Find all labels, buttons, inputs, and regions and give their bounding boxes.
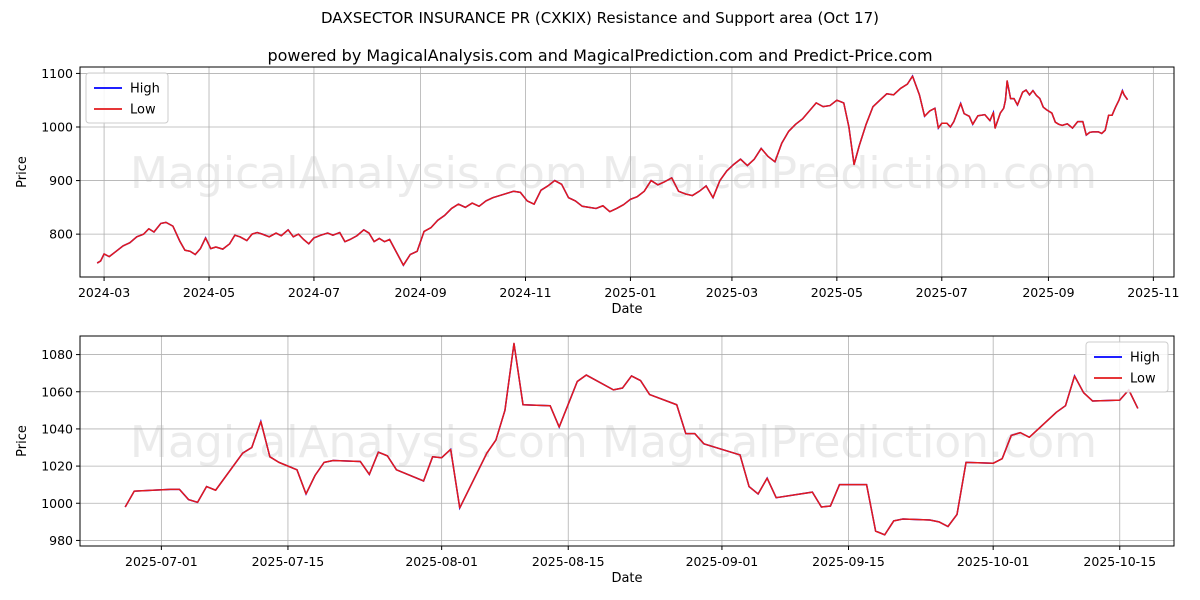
x-tick-label: 2025-09 xyxy=(1022,285,1074,300)
y-tick-label: 1060 xyxy=(41,384,73,399)
series-line-low xyxy=(96,75,1129,266)
y-tick-label: 1040 xyxy=(41,421,73,436)
plot-frame xyxy=(79,335,1175,547)
y-tick-label: 1100 xyxy=(41,66,73,81)
x-axis-label: Date xyxy=(611,302,642,317)
y-tick-label: 900 xyxy=(49,173,73,188)
x-tick-label: 2025-05 xyxy=(811,285,863,300)
x-tick-label: 2025-07 xyxy=(916,285,968,300)
watermark-text: MagicalAnalysis.com xyxy=(130,148,588,199)
y-tick-label: 980 xyxy=(49,533,73,548)
x-tick-label: 2024-11 xyxy=(499,285,551,300)
legend: High Low xyxy=(85,72,169,124)
x-tick-label: 2025-08-15 xyxy=(532,554,605,569)
y-tick-label: 1080 xyxy=(41,347,73,362)
x-tick-label: 2025-09-01 xyxy=(686,554,759,569)
x-tick-label: 2024-05 xyxy=(183,285,235,300)
x-tick-label: 2025-07-01 xyxy=(125,554,198,569)
y-axis-label: Price xyxy=(15,425,30,457)
legend: High Low xyxy=(1085,341,1169,393)
chart-subtitle: powered by MagicalAnalysis.com and Magic… xyxy=(267,46,933,65)
x-tick-label: 2024-07 xyxy=(288,285,340,300)
plot-frame xyxy=(79,66,1175,278)
chart-title: DAXSECTOR INSURANCE PR (CXKIX) Resistanc… xyxy=(321,9,879,27)
x-tick-label: 2025-01 xyxy=(604,285,656,300)
y-tick-label: 1020 xyxy=(41,459,73,474)
y-tick-label: 800 xyxy=(49,227,73,242)
y-tick-label: 1000 xyxy=(41,120,73,135)
series-line-low xyxy=(124,342,1139,536)
x-tick-label: 2025-10-15 xyxy=(1083,554,1156,569)
x-tick-label: 2025-08-01 xyxy=(405,554,478,569)
legend-label-high: High xyxy=(130,82,160,97)
x-tick-label: 2025-07-15 xyxy=(252,554,325,569)
y-axis-label: Price xyxy=(15,156,30,188)
panel-full-period: MagicalAnalysis.com MagicalPrediction.com… xyxy=(15,66,1179,317)
legend-box xyxy=(85,72,169,124)
watermark-text: MagicalPrediction.com xyxy=(602,148,1097,199)
legend-label-low: Low xyxy=(130,103,156,118)
x-tick-label: 2024-03 xyxy=(78,285,130,300)
x-tick-label: 2025-03 xyxy=(706,285,758,300)
x-tick-label: 2025-10-01 xyxy=(957,554,1030,569)
y-tick-label: 1000 xyxy=(41,496,73,511)
legend-box xyxy=(1085,341,1169,393)
legend-label-high: High xyxy=(1130,351,1160,366)
watermark-text: MagicalPrediction.com xyxy=(602,417,1097,468)
x-tick-label: 2024-09 xyxy=(394,285,446,300)
x-tick-label: 2025-09-15 xyxy=(812,554,885,569)
x-tick-label: 2025-11 xyxy=(1127,285,1179,300)
watermark-text: MagicalAnalysis.com xyxy=(130,417,588,468)
x-axis-label: Date xyxy=(611,571,642,586)
legend-label-low: Low xyxy=(1130,372,1156,387)
panel-recent-period: MagicalAnalysis.com MagicalPrediction.com… xyxy=(15,335,1175,586)
